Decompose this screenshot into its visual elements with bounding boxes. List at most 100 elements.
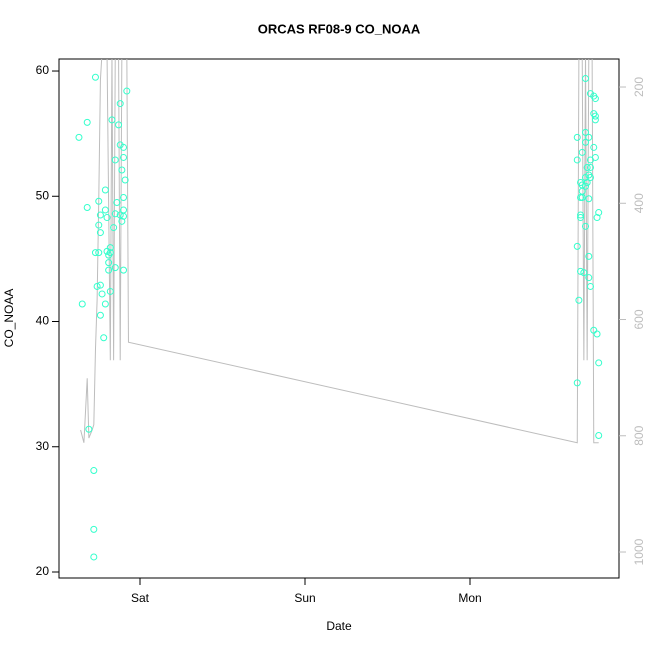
data-point — [578, 194, 586, 202]
data-point — [95, 221, 103, 229]
data-point — [91, 249, 99, 257]
data-point — [573, 379, 581, 387]
data-point — [96, 281, 104, 289]
data-point — [111, 156, 119, 164]
data-point — [573, 156, 581, 164]
data-point — [577, 267, 585, 275]
data-point — [90, 467, 98, 475]
y2-tick-label: 600 — [632, 309, 646, 329]
data-point — [83, 118, 91, 126]
data-point — [120, 266, 128, 274]
data-point — [93, 282, 101, 290]
data-point — [593, 330, 601, 338]
data-point — [586, 173, 594, 181]
data-point — [106, 249, 114, 257]
data-point — [582, 75, 590, 83]
data-point — [583, 178, 591, 186]
data-point — [118, 166, 126, 174]
data-point — [106, 287, 114, 295]
data-point — [108, 116, 116, 124]
x-axis-label: Date — [326, 619, 352, 633]
data-point — [582, 182, 590, 190]
y2-tick-label: 800 — [632, 425, 646, 445]
x-tick-label: Sat — [131, 591, 150, 605]
data-point — [586, 163, 594, 171]
data-point — [95, 249, 103, 257]
data-point — [575, 296, 583, 304]
y2-tick-label: 1000 — [632, 538, 646, 565]
data-point — [116, 211, 124, 219]
y-tick-label: 20 — [36, 564, 50, 578]
data-point — [83, 204, 91, 212]
data-point — [593, 214, 601, 222]
data-point — [120, 143, 128, 151]
data-point — [113, 199, 121, 207]
data-point — [101, 206, 109, 214]
data-point — [591, 95, 599, 103]
data-point — [110, 224, 118, 232]
data-point — [591, 153, 599, 161]
data-point — [95, 197, 103, 205]
data-point — [85, 425, 93, 433]
pressure-line — [80, 59, 599, 444]
y-tick-label: 30 — [36, 439, 50, 453]
data-point — [573, 133, 581, 141]
data-point — [573, 242, 581, 250]
data-point — [101, 186, 109, 194]
data-point — [120, 194, 128, 202]
data-point — [591, 112, 599, 120]
data-point — [595, 431, 603, 439]
data-point — [120, 212, 128, 220]
data-point — [120, 153, 128, 161]
data-point — [577, 214, 585, 222]
x-tick-label: Mon — [458, 591, 481, 605]
data-point — [585, 195, 593, 203]
data-point — [582, 128, 590, 136]
data-point — [96, 311, 104, 319]
data-point — [96, 211, 104, 219]
data-point — [91, 73, 99, 81]
data-point — [90, 553, 98, 561]
data-point — [115, 121, 123, 129]
data-point — [111, 264, 119, 272]
data-point — [586, 282, 594, 290]
x-tick-label: Sun — [294, 591, 315, 605]
y-tick-label: 50 — [36, 188, 50, 202]
data-point — [585, 252, 593, 260]
data-point — [105, 266, 113, 274]
data-point — [583, 163, 591, 171]
data-point — [105, 259, 113, 267]
data-point — [96, 229, 104, 237]
data-point — [121, 176, 129, 184]
data-point — [103, 214, 111, 222]
plot-box — [58, 58, 620, 579]
data-point — [582, 138, 590, 146]
data-point — [591, 116, 599, 124]
data-point — [123, 87, 131, 95]
data-point — [577, 211, 585, 219]
data-point — [595, 209, 603, 217]
data-point — [106, 244, 114, 252]
data-point — [585, 274, 593, 282]
data-point — [101, 300, 109, 308]
data-point — [78, 300, 86, 308]
data-point — [116, 100, 124, 108]
data-point — [75, 133, 83, 141]
chart-title: ORCAS RF08-9 CO_NOAA — [258, 21, 421, 36]
data-point — [582, 222, 590, 230]
data-point — [585, 133, 593, 141]
data-point — [111, 210, 119, 218]
y-tick-label: 40 — [36, 314, 50, 328]
data-point — [100, 334, 108, 342]
y2-tick-label: 400 — [632, 193, 646, 213]
data-point — [590, 143, 598, 151]
data-point — [90, 525, 98, 533]
y-tick-label: 60 — [36, 63, 50, 77]
data-point — [578, 148, 586, 156]
data-point — [595, 359, 603, 367]
y2-tick-label: 200 — [632, 77, 646, 97]
data-point — [118, 217, 126, 225]
data-point — [98, 290, 106, 298]
data-point — [580, 269, 588, 277]
